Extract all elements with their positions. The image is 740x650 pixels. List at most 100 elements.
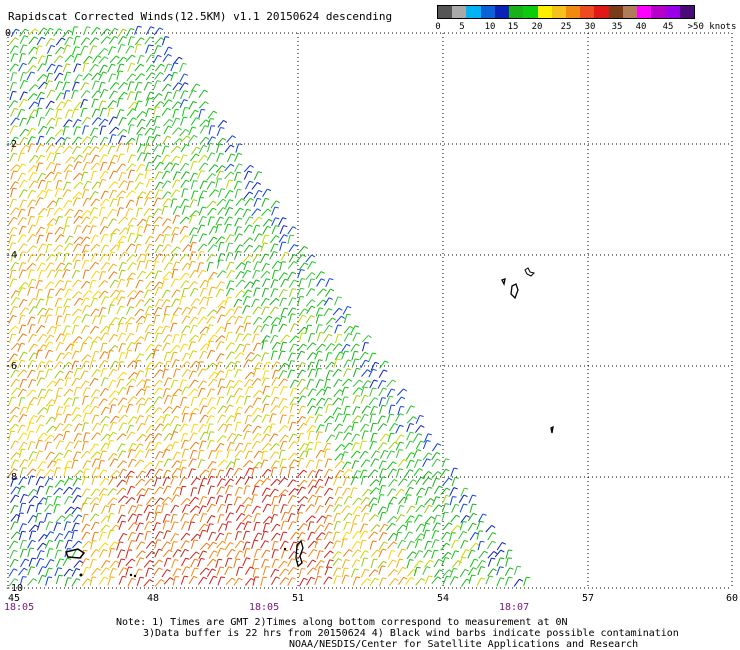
wind-barb xyxy=(117,371,127,380)
wind-barb xyxy=(161,218,172,227)
wind-barb xyxy=(81,578,92,587)
wind-barb xyxy=(262,385,270,395)
wind-barb xyxy=(279,241,287,251)
wind-barb xyxy=(199,567,210,576)
wind-barb xyxy=(19,44,28,54)
wind-barb xyxy=(253,287,261,297)
wind-barb xyxy=(100,332,110,341)
wind-barb xyxy=(125,332,135,342)
wind-barb xyxy=(242,295,251,305)
wind-barb xyxy=(171,179,181,189)
wind-barb xyxy=(378,387,388,397)
island-outline xyxy=(129,573,133,577)
wind-barb xyxy=(431,443,442,452)
wind-barb xyxy=(496,566,504,576)
wind-barb xyxy=(217,576,226,586)
wind-barb xyxy=(71,341,78,351)
wind-barb xyxy=(162,520,170,530)
wind-barb xyxy=(235,279,246,288)
wind-barb xyxy=(188,260,196,270)
wind-barb xyxy=(35,414,45,424)
wind-barb xyxy=(145,136,154,146)
wind-barb xyxy=(189,153,200,162)
wind-barb xyxy=(153,396,163,405)
wind-barb xyxy=(135,550,146,558)
wind-barb xyxy=(154,505,162,515)
colorbar-label: 35 xyxy=(611,22,623,32)
wind-barb xyxy=(233,496,242,506)
wind-barb xyxy=(118,343,126,353)
wind-barb xyxy=(108,35,119,45)
wind-barb xyxy=(487,568,497,577)
wind-barb xyxy=(378,541,388,550)
wind-barb xyxy=(17,388,27,398)
wind-barb xyxy=(233,306,243,315)
wind-barb xyxy=(334,413,343,423)
wind-barb xyxy=(44,469,55,478)
wind-barb xyxy=(54,145,65,154)
wind-barb xyxy=(89,146,100,155)
wind-barb xyxy=(180,361,191,369)
wind-barb xyxy=(80,98,88,109)
wind-barb xyxy=(216,305,226,315)
wind-barb xyxy=(35,557,45,567)
wind-barb xyxy=(171,298,180,308)
wind-barb xyxy=(28,180,39,189)
wind-barb xyxy=(90,270,101,279)
wind-barb xyxy=(269,306,279,315)
wind-barb xyxy=(244,476,254,485)
wind-barb xyxy=(45,161,55,171)
wind-barb xyxy=(188,370,197,380)
wind-barb xyxy=(270,478,281,487)
wind-barb xyxy=(161,154,171,164)
wind-barb xyxy=(217,423,228,432)
wind-barb xyxy=(217,253,225,263)
wind-barb xyxy=(172,368,181,378)
wind-barb xyxy=(82,26,91,36)
wind-barb xyxy=(82,432,90,442)
wind-barb xyxy=(144,531,152,541)
wind-barb xyxy=(297,523,308,532)
wind-barb xyxy=(341,567,349,577)
wind-barb xyxy=(197,387,206,397)
wind-barb xyxy=(252,306,262,315)
wind-barb xyxy=(38,566,47,575)
wind-barb xyxy=(36,36,46,46)
wind-barb xyxy=(118,180,128,189)
wind-barb xyxy=(90,170,98,181)
wind-barb xyxy=(45,451,55,460)
wind-barb xyxy=(404,486,414,496)
wind-barb xyxy=(81,523,90,533)
wind-barb xyxy=(261,352,269,362)
wind-barb xyxy=(152,224,160,235)
wind-barb xyxy=(270,235,280,244)
wind-barb xyxy=(116,433,127,441)
wind-barb xyxy=(82,55,93,64)
wind-barb xyxy=(415,523,425,532)
wind-barb xyxy=(36,361,46,370)
wind-barb xyxy=(251,558,259,569)
wind-barb xyxy=(216,270,227,279)
wind-barb xyxy=(62,430,71,441)
colorbar-segment xyxy=(565,6,581,18)
wind-barb xyxy=(386,388,396,398)
wind-barb xyxy=(253,171,263,181)
wind-barb xyxy=(189,210,200,218)
wind-barb xyxy=(215,288,225,298)
wind-barb xyxy=(117,135,127,144)
wind-barb xyxy=(413,449,422,459)
wind-barb xyxy=(17,512,24,522)
wind-barb xyxy=(100,244,109,254)
wind-barb xyxy=(89,558,97,569)
wind-barb xyxy=(62,81,70,91)
wind-barb xyxy=(378,460,387,470)
wind-barb xyxy=(172,171,181,181)
wind-barb xyxy=(98,48,109,56)
wind-barb xyxy=(73,74,83,83)
wind-barb xyxy=(415,577,426,586)
wind-barb xyxy=(170,344,181,353)
wind-barb xyxy=(44,341,54,351)
wind-barb xyxy=(17,208,26,218)
wind-barb xyxy=(395,514,405,523)
wind-barb xyxy=(108,271,118,280)
